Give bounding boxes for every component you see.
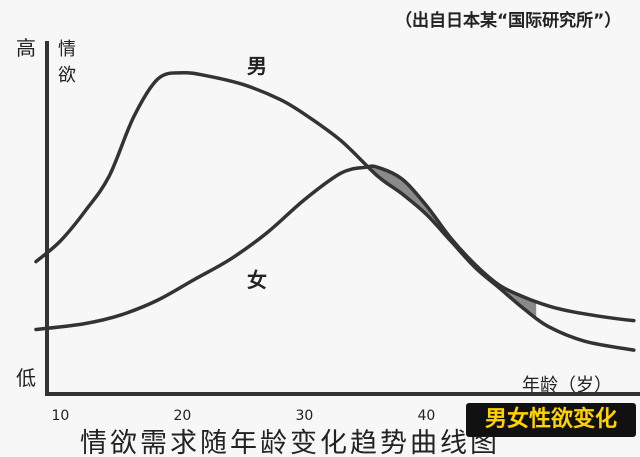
x-tick-label: 40 xyxy=(417,408,435,424)
y-low-label: 低 xyxy=(16,366,36,390)
series-label-female: 女 xyxy=(247,268,267,292)
series-label-male: 男 xyxy=(247,54,267,78)
series-line-female xyxy=(34,164,636,332)
x-tick-label: 10 xyxy=(51,408,69,424)
watermark: 男女性欲变化 xyxy=(466,403,636,437)
x-tick-label: 30 xyxy=(295,408,313,424)
x-tick-label: 20 xyxy=(173,408,191,424)
x-axis-label: 年龄（岁） xyxy=(522,375,612,396)
source-note: （出自日本某“国际研究所”） xyxy=(395,10,621,31)
series-layer xyxy=(34,70,636,352)
chart-title: 情欲需求随年龄变化趋势曲线图 xyxy=(80,428,500,457)
y-axis-label: 情欲 xyxy=(58,39,76,86)
y-high-label: 高 xyxy=(16,36,36,60)
x-tick-labels: 10 20 30 40 xyxy=(51,408,435,424)
series-line-male xyxy=(34,70,636,352)
